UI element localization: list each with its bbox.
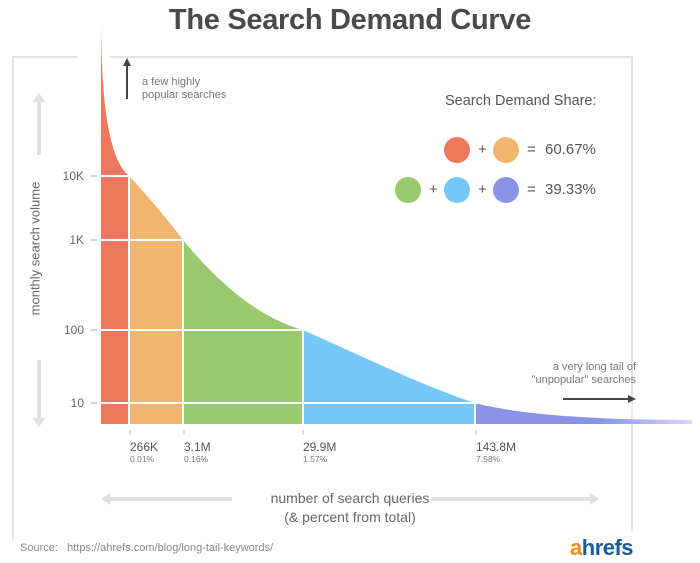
head-arrow-icon bbox=[123, 58, 131, 99]
x-tick-percent: 0.01% bbox=[130, 454, 155, 464]
legend-dot-orange bbox=[493, 137, 519, 163]
x-tick-marks bbox=[129, 430, 477, 435]
x-axis-label-line1: number of search queries bbox=[270, 490, 430, 506]
head-annotation-line2: popular searches bbox=[142, 89, 227, 101]
y-axis-arrows bbox=[33, 93, 45, 427]
y-tick-label: 10K bbox=[62, 169, 84, 183]
head-annotation-line1: a few highly bbox=[142, 76, 201, 88]
segment-green bbox=[183, 14, 303, 424]
segment-orange bbox=[129, 14, 183, 424]
legend-plus: + bbox=[478, 141, 487, 158]
legend-equals: = bbox=[527, 181, 536, 198]
x-tick: 3.1M 0.16% bbox=[184, 440, 211, 464]
tail-arrow-icon bbox=[563, 395, 636, 403]
x-axis-label: number of search queries (& percent from… bbox=[240, 489, 460, 527]
y-tick-label: 1K bbox=[69, 233, 84, 247]
legend-circles bbox=[395, 137, 519, 203]
legend-dot-green bbox=[395, 177, 421, 203]
legend-plus: + bbox=[429, 181, 438, 198]
chart-title: The Search Demand Curve bbox=[168, 4, 532, 36]
x-tick-label: 266K bbox=[130, 440, 159, 454]
x-tick-label: 29.9M bbox=[303, 440, 337, 454]
y-tick-label: 100 bbox=[63, 323, 84, 337]
chart-frame bbox=[12, 56, 633, 540]
ahrefs-logo: ahrefs bbox=[570, 535, 634, 561]
segment-blue bbox=[303, 14, 475, 424]
legend-dot-red bbox=[444, 137, 470, 163]
source-url: https://ahrefs.com/blog/long-tail-keywor… bbox=[67, 542, 274, 554]
y-tick-label: 10 bbox=[70, 396, 84, 410]
x-tick: 29.9M 1.57% bbox=[303, 440, 336, 464]
x-tick-percent: 1.57% bbox=[303, 454, 328, 464]
legend-row1-value: 60.67% bbox=[545, 141, 596, 158]
tail-annotation-line1: a very long tail of bbox=[552, 361, 636, 373]
x-tick: 266K 0.01% bbox=[130, 440, 158, 464]
legend-dot-blue bbox=[444, 177, 470, 203]
legend-plus: + bbox=[478, 181, 487, 198]
tail-annotation: a very long tail of "unpopular" searches bbox=[520, 361, 636, 387]
source-citation: Source: https://ahrefs.com/blog/long-tai… bbox=[20, 542, 273, 554]
x-tick: 143.8M 7.58% bbox=[476, 440, 516, 464]
x-tick-percent: 7.58% bbox=[476, 454, 501, 464]
logo-letter-a: a bbox=[570, 535, 582, 560]
y-axis-label: monthly search volume bbox=[27, 181, 43, 316]
legend-row2-value: 39.33% bbox=[545, 181, 596, 198]
legend-equals: = bbox=[527, 141, 536, 158]
x-axis-label-line2: (& percent from total) bbox=[284, 509, 416, 525]
legend-dot-purple bbox=[493, 177, 519, 203]
x-axis-arrows bbox=[101, 493, 599, 505]
logo-text: hrefs bbox=[581, 535, 634, 560]
x-tick-percent: 0.16% bbox=[184, 454, 209, 464]
legend-title: Search Demand Share: bbox=[445, 93, 597, 109]
head-annotation: a few highly popular searches bbox=[142, 76, 226, 102]
tail-annotation-line2: "unpopular" searches bbox=[531, 374, 636, 386]
source-label: Source: bbox=[20, 542, 58, 554]
x-tick-label: 3.1M bbox=[184, 440, 211, 454]
x-tick-label: 143.8M bbox=[476, 440, 517, 454]
y-tick-marks bbox=[91, 175, 97, 404]
